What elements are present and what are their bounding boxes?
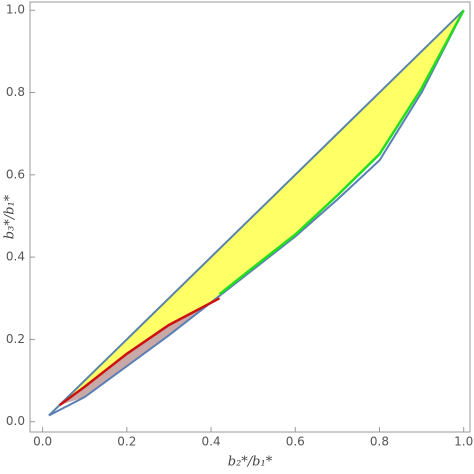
region-fill [59, 298, 220, 406]
frame [29, 1, 471, 433]
curve [48, 9, 465, 417]
y-axis-label: b₃*/b₁* [3, 194, 18, 239]
x-tick-label: 1.0 [454, 435, 473, 449]
x-axis-label: b₂*/b₁* [228, 455, 273, 470]
y-tick-label: 0.4 [6, 250, 25, 264]
curve [218, 9, 465, 296]
x-tick-label: 0.8 [370, 435, 389, 449]
y-tick-label: 1.0 [6, 3, 25, 17]
x-tick-label: 0.6 [286, 435, 305, 449]
y-tick-label: 0.8 [6, 85, 25, 99]
y-tick-label: 0.6 [6, 167, 25, 181]
y-tick-label: 0.0 [6, 414, 25, 428]
curve [58, 297, 221, 407]
curve [48, 9, 465, 417]
x-tick-label: 0.4 [202, 435, 221, 449]
x-tick-label: 0.2 [117, 435, 136, 449]
x-tick-label: 0.0 [33, 435, 52, 449]
lines [48, 9, 465, 417]
y-tick-label: 0.2 [6, 332, 25, 346]
